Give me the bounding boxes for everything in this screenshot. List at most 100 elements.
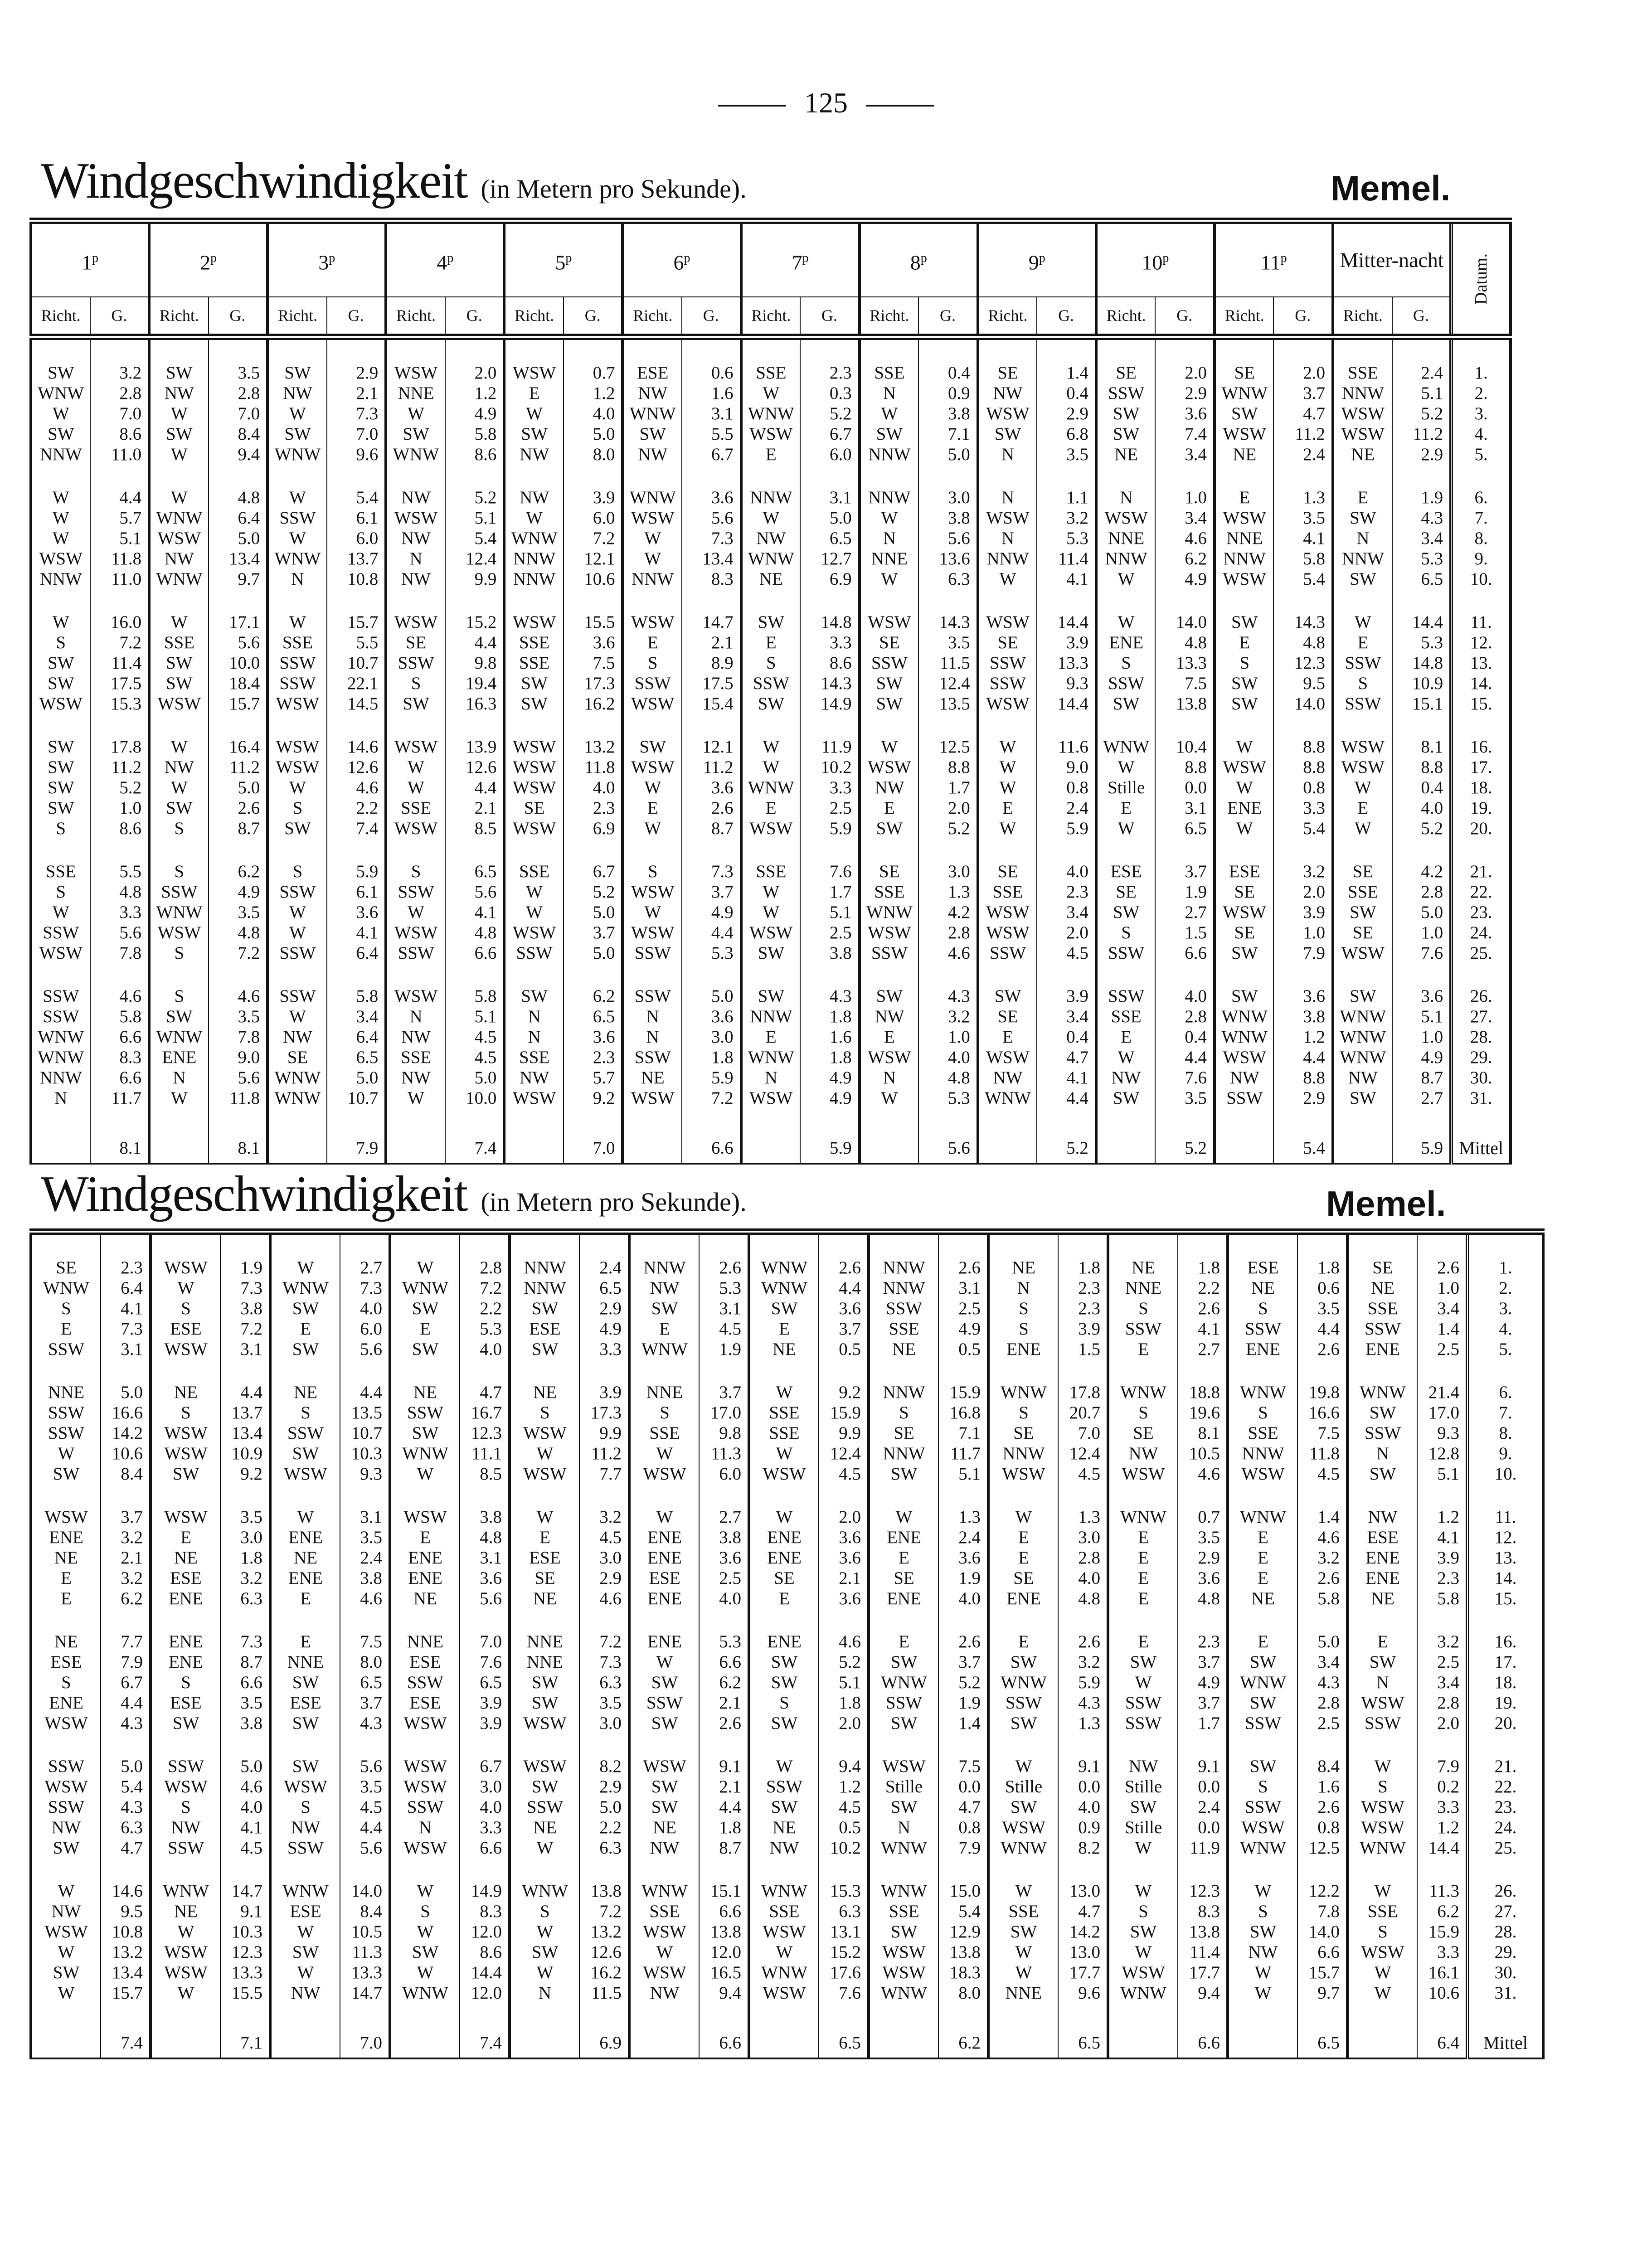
wind-speed: 2.8 <box>1155 1006 1215 1027</box>
wind-direction: S <box>739 653 801 673</box>
spacer-cell <box>1155 337 1215 363</box>
spacer-cell <box>384 589 445 612</box>
group-spacer <box>29 714 1512 737</box>
wind-direction: WSW <box>384 508 445 528</box>
wind-speed: 7.0 <box>89 403 150 424</box>
wind-speed: 13.1 <box>818 1922 869 1942</box>
wind-direction: WNW <box>628 1881 699 1901</box>
wind-direction: SSW <box>976 673 1037 694</box>
wind-speed: 13.9 <box>444 737 505 757</box>
wind-direction: NW <box>266 383 327 403</box>
wind-direction: SE <box>987 1423 1058 1443</box>
wind-speed: 4.9 <box>681 902 741 922</box>
spacer-cell <box>1449 714 1512 737</box>
wind-speed: 3.5 <box>208 1006 268 1027</box>
wind-speed: 4.1 <box>1036 569 1096 589</box>
wind-speed: 18.8 <box>1177 1382 1228 1403</box>
spacer-cell <box>621 963 682 986</box>
wind-speed: 18.4 <box>208 673 268 694</box>
wind-direction: SSE <box>266 632 327 653</box>
wind-direction: WSW <box>1346 1693 1417 1713</box>
wind-direction: NNW <box>621 569 682 589</box>
day-label: 7. <box>1449 508 1512 528</box>
wind-direction: SSW <box>29 1403 101 1423</box>
wind-speed: 3.2 <box>579 1507 629 1527</box>
wind-direction: W <box>987 1756 1058 1776</box>
table-row: E 7.3 ESE 7.2 E 6.0 E 5.3 ESE 4.9 E 4.5 E 3.7 SSE 4.9 S 3… <box>29 1319 1545 1339</box>
wind-direction: ENE <box>867 1588 938 1609</box>
wind-direction: SW <box>29 798 90 818</box>
wind-direction: WSW <box>149 1443 220 1464</box>
wind-direction: W <box>628 1443 699 1464</box>
spacer-cell <box>508 1484 579 1507</box>
group-spacer <box>29 1359 1545 1382</box>
hour-number: 7 <box>792 251 802 274</box>
wind-direction: E <box>389 1527 460 1548</box>
day-label: 16. <box>1466 1631 1545 1652</box>
day-label: 31. <box>1449 1088 1512 1108</box>
wind-direction: ESE <box>389 1652 460 1672</box>
wind-speed: 4.2 <box>918 902 978 922</box>
wind-direction: SSW <box>987 1693 1058 1713</box>
wind-direction: WNW <box>1226 1382 1297 1403</box>
wind-speed: 7.6 <box>818 1983 869 2003</box>
wind-direction: S <box>508 1901 579 1922</box>
wind-direction: NW <box>739 528 801 548</box>
wind-speed: 2.9 <box>579 1776 629 1797</box>
wind-speed: 1.2 <box>818 1776 869 1797</box>
table-row: WSW 15.3 WSW 15.7 WSW 14.5 SW 16.3 SW 16.2 WSW 15.4… <box>29 694 1512 714</box>
wind-speed: 2.6 <box>1177 1298 1228 1319</box>
wind-speed: 6.5 <box>800 528 860 548</box>
wind-direction: WNW <box>266 1088 327 1108</box>
wind-direction: SSW <box>148 882 209 902</box>
wind-direction: SSE <box>739 861 801 882</box>
wind-speed: 2.4 <box>340 1548 390 1568</box>
mean-label: Mittel <box>1466 2003 1545 2059</box>
wind-speed: 8.9 <box>681 653 741 673</box>
mean-speed: 5.9 <box>1391 1108 1452 1165</box>
table-row: WSW 11.8 NW 13.4 WNW 13.7 N 12.4 NNW 12.1 W 13.4 WNW… <box>29 548 1512 569</box>
wind-speed: 7.5 <box>563 653 623 673</box>
wind-direction: WNW <box>148 569 209 589</box>
wind-speed: 6.3 <box>579 1672 629 1693</box>
wind-direction: SW <box>748 1713 819 1733</box>
wind-speed: 13.2 <box>579 1922 629 1942</box>
day-label: 11. <box>1466 1507 1545 1527</box>
wind-direction: SW <box>867 1713 938 1733</box>
wind-direction: W <box>1226 1983 1297 2003</box>
wind-direction: E <box>1213 632 1274 653</box>
wind-direction: W <box>858 508 919 528</box>
spacer-cell <box>1273 839 1333 861</box>
wind-speed: 20.7 <box>1058 1403 1108 1423</box>
day-label: 16. <box>1449 737 1512 757</box>
wind-speed: 2.6 <box>1297 1339 1347 1359</box>
spacer-cell <box>384 714 445 737</box>
wind-direction: E <box>987 1527 1058 1548</box>
wind-direction: SSE <box>503 632 564 653</box>
wind-direction: SSW <box>266 653 327 673</box>
wind-speed: 1.9 <box>1155 882 1215 902</box>
spacer-cell <box>621 589 682 612</box>
wind-direction: NW <box>748 1838 819 1858</box>
mean-direction-empty <box>628 2003 699 2059</box>
wind-direction: WNW <box>621 403 682 424</box>
table-row: SW 5.2 W 5.0 W 4.6 W 4.4 WSW 4.0 W 3.6 WNW 3.3 NW 1.7 W 0… <box>29 777 1512 798</box>
wind-speed: 1.1 <box>1036 487 1096 508</box>
wind-direction: SW <box>269 1756 340 1776</box>
wind-direction: W <box>148 487 209 508</box>
spacer-cell <box>938 1609 988 1631</box>
spacer-cell <box>739 465 801 487</box>
wind-direction: W <box>628 1652 699 1672</box>
wind-speed: 3.6 <box>938 1548 988 1568</box>
day-label: 23. <box>1449 902 1512 922</box>
wind-direction: WSW <box>29 1713 101 1733</box>
wind-direction: S <box>269 1403 340 1423</box>
wind-direction: SW <box>269 1339 340 1359</box>
wind-speed: 10.0 <box>208 653 268 673</box>
day-label: 18. <box>1449 777 1512 798</box>
wind-direction: W <box>29 1881 101 1901</box>
spacer-cell <box>266 963 327 986</box>
wind-speed: 4.1 <box>1273 528 1333 548</box>
wind-direction: Stille <box>987 1776 1058 1797</box>
wind-direction: N <box>976 487 1037 508</box>
